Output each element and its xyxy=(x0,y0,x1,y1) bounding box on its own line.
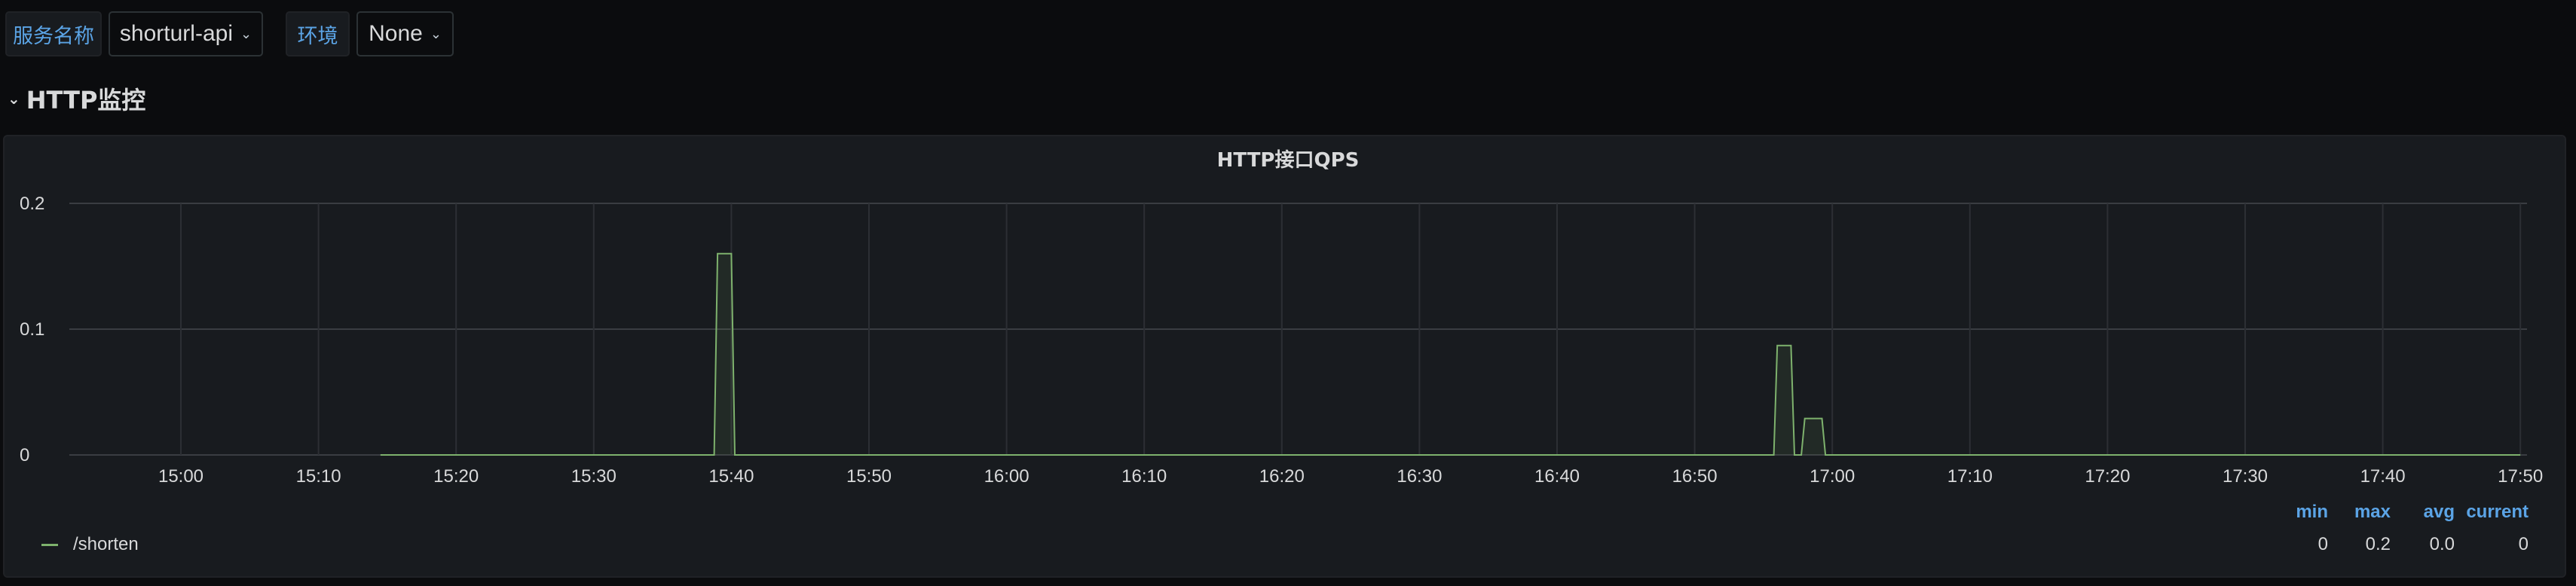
chevron-down-icon: ⌄ xyxy=(240,26,252,41)
row-header-http[interactable]: ⌄ HTTP监控 xyxy=(8,81,145,116)
legend-value-max: 0.2 xyxy=(2365,534,2391,554)
x-tick-label: 15:40 xyxy=(708,466,754,487)
legend-header-max[interactable]: max xyxy=(2354,502,2391,522)
x-tick-label: 15:20 xyxy=(433,466,479,487)
variable-label-env: 环境 xyxy=(286,11,350,56)
x-tick-label: 17:50 xyxy=(2498,466,2543,487)
legend-header-avg[interactable]: avg xyxy=(2423,502,2455,522)
x-tick-label: 17:20 xyxy=(2085,466,2130,487)
x-tick-label: 15:10 xyxy=(296,466,341,487)
chevron-down-icon: ⌄ xyxy=(8,90,20,108)
x-tick-label: 16:00 xyxy=(984,466,1029,487)
legend-value-avg: 0.0 xyxy=(2429,534,2455,554)
x-tick-label: 17:10 xyxy=(1947,466,1993,487)
legend-series-name: /shorten xyxy=(73,534,139,554)
y-tick-label: 0.2 xyxy=(20,194,44,214)
env-select[interactable]: None ⌄ xyxy=(356,11,454,56)
variable-label-service: 服务名称 xyxy=(5,11,102,56)
legend-value-min: 0 xyxy=(2317,534,2328,554)
x-tick-label: 16:30 xyxy=(1397,466,1442,487)
series-line xyxy=(380,252,2521,456)
legend-item-shorten[interactable]: /shorten xyxy=(41,534,139,555)
y-tick-label: 0.1 xyxy=(20,319,44,340)
x-tick-label: 17:30 xyxy=(2223,466,2268,487)
service-name-value: shorturl-api xyxy=(119,21,233,46)
x-tick-label: 16:10 xyxy=(1121,466,1167,487)
row-title: HTTP监控 xyxy=(26,86,146,114)
x-tick-label: 15:00 xyxy=(158,466,203,487)
legend-header-min[interactable]: min xyxy=(2296,502,2328,522)
x-tick-label: 16:40 xyxy=(1534,466,1580,487)
env-value: None xyxy=(369,21,423,46)
x-tick-label: 15:50 xyxy=(846,466,892,487)
y-tick-label: 0 xyxy=(20,445,29,465)
panel-title[interactable]: HTTP接口QPS xyxy=(1216,149,1360,172)
x-tick-label: 15:30 xyxy=(571,466,616,487)
series-area xyxy=(380,253,2521,455)
chevron-down-icon: ⌄ xyxy=(430,26,442,41)
service-name-select[interactable]: shorturl-api ⌄ xyxy=(109,11,263,56)
x-tick-label: 17:40 xyxy=(2360,466,2406,487)
graph-panel xyxy=(3,135,2566,578)
x-tick-label: 16:50 xyxy=(1672,466,1718,487)
series-color-swatch xyxy=(41,543,58,546)
legend-value-current: 0 xyxy=(2518,534,2529,554)
legend-header-current[interactable]: current xyxy=(2466,502,2529,522)
x-tick-label: 17:00 xyxy=(1810,466,1855,487)
x-tick-label: 16:20 xyxy=(1259,466,1305,487)
